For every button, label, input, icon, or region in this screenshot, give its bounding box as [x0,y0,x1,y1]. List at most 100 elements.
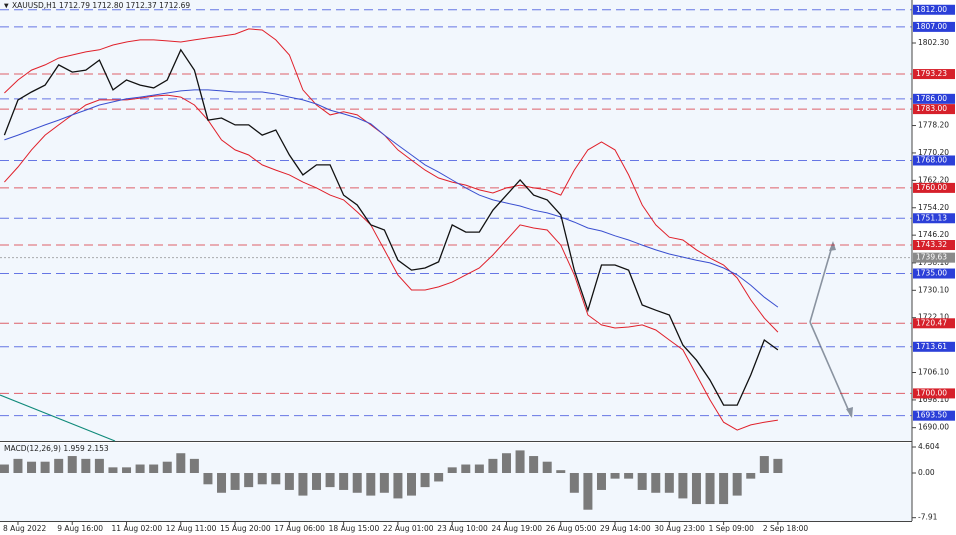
macd-bar [624,472,634,479]
y-tick-label: 4.604 [918,442,940,451]
macd-bar [542,461,552,473]
macd-bar [515,450,525,473]
macd-bar [94,458,104,473]
level-label: 1783.00 [916,104,947,113]
x-tick-label: 15 Aug 20:00 [220,524,271,533]
macd-bar [529,456,539,473]
macd-panel [0,443,912,521]
macd-bar [162,461,172,473]
macd-bar [732,472,742,496]
level-label-box [913,155,955,166]
macd-bar [393,472,403,499]
x-tick-label: 30 Aug 23:00 [654,524,705,533]
y-tick-label: 1762.20 [918,175,949,184]
macd-bar [664,472,674,493]
macd-bar [637,472,647,490]
price-panel [0,0,912,441]
menu-icon[interactable]: ▼ [4,3,9,10]
macd-bar [447,467,457,473]
macd-bar [284,472,294,490]
macd-bar [40,461,50,473]
level-label-box [913,213,955,224]
macd-title: MACD(12,26,9) 1.959 2.153 [4,444,109,453]
level-label-box [913,4,955,15]
macd-bar [474,464,484,473]
arrow-head [846,407,853,418]
level-label: 1739.63 [916,253,947,262]
level-label-box [913,318,955,329]
x-tick-label: 23 Aug 10:00 [437,524,488,533]
level-label: 1720.47 [916,318,947,327]
x-tick-label: 17 Aug 06:00 [274,524,325,533]
macd-bar [149,464,159,473]
level-label: 1812.00 [916,5,947,14]
x-tick-label: 29 Aug 14:00 [600,524,651,533]
macd-bar [569,472,579,493]
level-label: 1743.32 [916,240,947,249]
level-label-box [913,93,955,104]
price-line [4,28,779,333]
macd-bar [746,472,756,479]
level-label: 1751.13 [916,213,947,222]
macd-bar [27,461,37,473]
y-tick-label: 1746.20 [918,230,949,239]
y-tick-label: 1730.10 [918,285,949,294]
macd-bar [759,456,769,473]
macd-bar [244,472,254,488]
level-label: 1760.00 [916,183,947,192]
macd-bar [230,472,240,490]
macd-bar [705,472,715,505]
x-tick-label: 2 Sep 18:00 [763,524,809,533]
macd-bar [257,472,267,485]
y-tick-label: 1754.20 [918,203,949,212]
macd-bar [271,472,281,485]
level-label: 1713.61 [916,342,947,351]
x-tick-label: 18 Aug 15:00 [329,524,380,533]
macd-bar [203,472,213,485]
macd-bar [339,472,349,490]
level-label-box [913,182,955,193]
macd-bar [189,458,199,473]
y-tick-label: 1698.10 [918,395,949,404]
y-tick-label: 1778.20 [918,121,949,130]
level-label: 1693.50 [916,411,947,420]
level-label-box [913,388,955,399]
level-label: 1786.00 [916,94,947,103]
level-label: 1700.00 [916,388,947,397]
macd-bar [176,453,186,473]
y-tick-label: 0.00 [918,468,935,477]
level-label-box [913,410,955,421]
level-label-box [913,69,955,80]
level-label-box [913,240,955,251]
macd-bar [556,470,566,473]
macd-bar [81,458,91,473]
price-line [4,89,779,308]
x-tick-label: 9 Aug 16:00 [57,524,103,533]
macd-bar [488,458,498,473]
x-tick-label: 22 Aug 01:00 [383,524,434,533]
macd-bar [108,467,118,473]
price-line [3,48,779,406]
macd-bar [352,472,362,493]
y-tick-label: 1802.30 [918,38,949,47]
y-tick-label: 1770.20 [918,148,949,157]
level-label: 1735.00 [916,269,947,278]
macd-bar [67,456,77,473]
macd-bar [583,472,593,510]
level-label: 1807.00 [916,22,947,31]
macd-bar [691,472,701,505]
macd-bar [379,472,389,493]
macd-bar [678,472,688,499]
x-tick-label: 12 Aug 11:00 [166,524,217,533]
trend-line [0,394,116,442]
macd-bar [325,472,335,488]
macd-bar [135,464,145,473]
scenario-arrow-up [809,242,834,323]
macd-bar [596,472,606,490]
x-tick-label: 11 Aug 02:00 [112,524,163,533]
macd-bar [0,464,9,473]
level-label-box [913,268,955,279]
x-tick-label: 26 Aug 05:00 [546,524,597,533]
level-label-box [913,21,955,32]
